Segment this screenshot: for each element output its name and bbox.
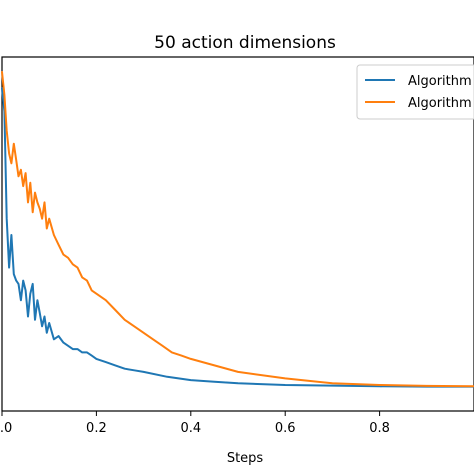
x-axis-label: Steps	[227, 451, 264, 466]
legend-label-1: Algorithm 1	[408, 74, 474, 89]
x-axis-ticks: 0.0 0.2 0.4 0.6 0.8	[0, 411, 390, 436]
x-tick-label: 0.4	[180, 421, 201, 436]
legend-box	[356, 64, 474, 120]
x-tick-label: 0.2	[86, 421, 107, 436]
x-tick-label: 0.6	[275, 421, 296, 436]
x-tick-label: 0.8	[369, 421, 390, 436]
series-layer	[1, 71, 474, 388]
chart-title: 50 action dimensions	[154, 33, 336, 53]
plot-frame	[1, 56, 474, 412]
legend: Algorithm 1 Algorithm 2	[356, 64, 474, 120]
series-line-2	[1, 71, 474, 388]
plot-border	[1, 56, 474, 412]
series-line-1	[1, 87, 474, 388]
x-tick-label: 0.0	[0, 421, 12, 436]
legend-label-2: Algorithm 2	[408, 96, 474, 111]
